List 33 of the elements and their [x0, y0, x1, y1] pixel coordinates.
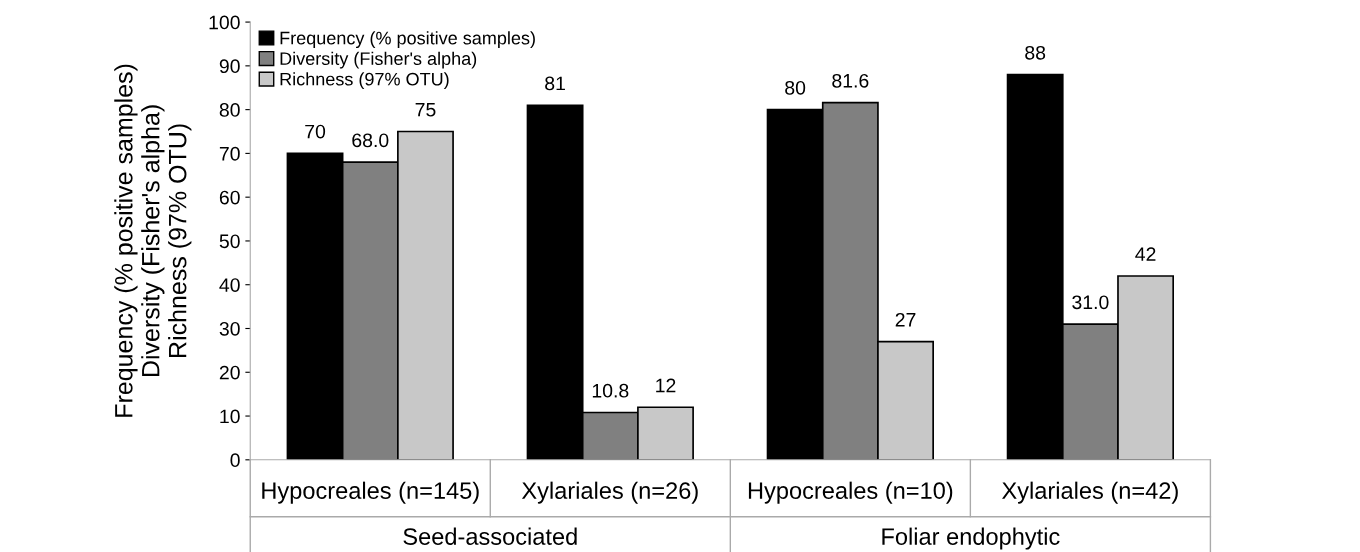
y-tick-label: 70	[219, 146, 240, 161]
data-label: 80	[785, 80, 806, 95]
data-label: 75	[415, 102, 436, 117]
data-label: 81	[545, 76, 565, 91]
y-tick-label: 90	[219, 59, 240, 74]
data-label: 31.0	[1072, 295, 1109, 310]
x-tick-label: Xylariales (n=26)	[521, 481, 698, 504]
text: Foliar endophytic	[882, 527, 1060, 550]
y-tick-label: 80	[219, 103, 240, 117]
y-axis-title: Frequency (% positive samples) Diversity (Fisher's alpha) Richness (97% OTU)	[114, 64, 192, 417]
x-tick-label: Hypocreales (n=10)	[748, 481, 953, 504]
legend-label: Richness (97% OTU)	[280, 72, 449, 90]
y-tick-label: 100	[209, 15, 240, 30]
legend-label: Frequency (% positive samples)	[280, 31, 535, 49]
data-label: 70	[305, 124, 326, 139]
y-tick-label: 20	[219, 365, 240, 380]
y-tick-label: 40	[219, 278, 240, 292]
y-tick-label: 0	[230, 453, 240, 468]
data-label: 81.6	[832, 73, 869, 88]
data-label: 42	[1135, 247, 1156, 261]
legend-label: Diversity (Fisher's alpha)	[280, 51, 477, 69]
data-label: 68.0	[352, 133, 389, 148]
y-tick-label: 10	[220, 409, 240, 424]
x-tick-label: Xylariales (n=42)	[1002, 481, 1178, 504]
text: Seed-associated	[403, 527, 577, 545]
x-tick-label: Hypocreales (n=145)	[262, 481, 479, 504]
data-label: 88	[1025, 45, 1046, 60]
data-label: 10.8	[592, 383, 629, 398]
data-label: 12	[656, 378, 676, 393]
data-label: 27	[895, 312, 916, 327]
y-tick-label: 50	[219, 234, 240, 249]
y-tick-label: 60	[219, 190, 240, 205]
y-tick-label: 30	[219, 321, 240, 336]
